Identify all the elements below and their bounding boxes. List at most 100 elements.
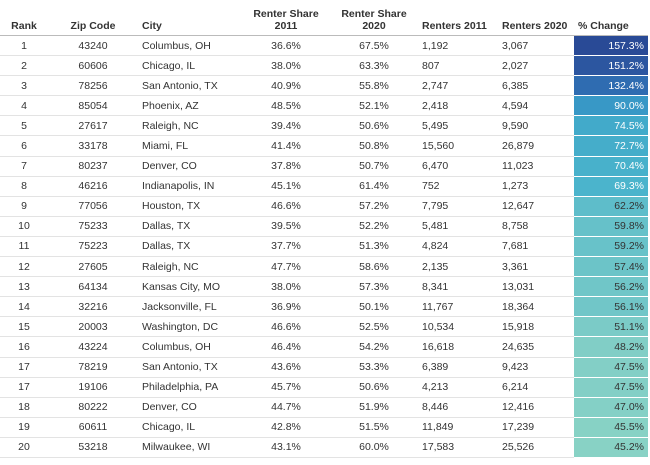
- table-cell: 63.3%: [330, 55, 418, 77]
- table-cell: 7,681: [498, 236, 574, 258]
- table-cell: 25,526: [498, 437, 574, 458]
- table-cell: 48.2%: [574, 336, 648, 358]
- table-cell: 51.1%: [574, 316, 648, 338]
- table-cell: 57.2%: [330, 196, 418, 217]
- table-cell: 15: [0, 316, 48, 338]
- table-cell: 33178: [48, 135, 138, 157]
- table-cell: Dallas, TX: [138, 236, 242, 258]
- table-cell: 27605: [48, 256, 138, 278]
- table-cell: 11,767: [418, 296, 498, 318]
- table-cell: 43224: [48, 336, 138, 358]
- table-cell: Houston, TX: [138, 196, 242, 217]
- table-cell: 58.6%: [330, 256, 418, 278]
- table-cell: 54.2%: [330, 336, 418, 358]
- table-cell: 47.0%: [574, 397, 648, 418]
- table-cell: 1: [0, 35, 48, 57]
- table-cell: 45.5%: [574, 417, 648, 438]
- table-cell: 6,389: [418, 357, 498, 378]
- table-cell: 46216: [48, 176, 138, 197]
- table-cell: 48.5%: [242, 95, 330, 117]
- table-cell: 90.0%: [574, 95, 648, 117]
- table-row: 2 60606 Chicago, IL 38.0% 63.3% 807 2,027 151.2…: [0, 55, 648, 77]
- table-cell: 12,416: [498, 397, 574, 418]
- table-row: 6 33178 Miami, FL 41.4% 50.8% 15,560 26,879 72.…: [0, 135, 648, 157]
- table-cell: 32216: [48, 296, 138, 318]
- table-cell: 50.6%: [330, 377, 418, 398]
- table-row: 7 80237 Denver, CO 37.8% 50.7% 6,470 11,023 70.…: [0, 156, 648, 177]
- table-cell: 27617: [48, 115, 138, 137]
- table-cell: 8: [0, 176, 48, 197]
- table-cell: 1,273: [498, 176, 574, 197]
- table-cell: 44.7%: [242, 397, 330, 418]
- table-cell: 50.8%: [330, 135, 418, 157]
- table-cell: Jacksonville, FL: [138, 296, 242, 318]
- table-cell: Philadelphia, PA: [138, 377, 242, 398]
- table-row: 15 20003 Washington, DC 46.6% 52.5% 10,534 15,…: [0, 316, 648, 338]
- table-cell: 2,418: [418, 95, 498, 117]
- column-header: Renters 2011: [418, 0, 498, 36]
- table-cell: 8,341: [418, 276, 498, 298]
- table-row: 19 60611 Chicago, IL 42.8% 51.5% 11,849 17,239…: [0, 417, 648, 438]
- table-cell: 45.7%: [242, 377, 330, 398]
- table-cell: 60.0%: [330, 437, 418, 458]
- table-cell: 4,824: [418, 236, 498, 258]
- table-cell: 55.8%: [330, 75, 418, 97]
- table-cell: 20: [0, 437, 48, 458]
- table-cell: 10,534: [418, 316, 498, 338]
- table-row: 20 53218 Milwaukee, WI 43.1% 60.0% 17,583 25,5…: [0, 437, 648, 458]
- table-cell: 4: [0, 95, 48, 117]
- column-header: Renter Share 2020: [330, 0, 418, 36]
- table-cell: Miami, FL: [138, 135, 242, 157]
- table-cell: 69.3%: [574, 176, 648, 197]
- table-cell: 5,495: [418, 115, 498, 137]
- table-row: 13 64134 Kansas City, MO 38.0% 57.3% 8,341 13,…: [0, 276, 648, 298]
- table-body: 1 43240 Columbus, OH 36.6% 67.5% 1,192 3,067 15…: [0, 35, 648, 458]
- table-cell: Raleigh, NC: [138, 115, 242, 137]
- table-cell: 18,364: [498, 296, 574, 318]
- table-cell: 64134: [48, 276, 138, 298]
- table-cell: 52.1%: [330, 95, 418, 117]
- table-row: 9 77056 Houston, TX 46.6% 57.2% 7,795 12,647 62…: [0, 196, 648, 217]
- table-cell: 17,583: [418, 437, 498, 458]
- table-cell: 60611: [48, 417, 138, 438]
- table-cell: 16,618: [418, 336, 498, 358]
- table-cell: 4,213: [418, 377, 498, 398]
- table-cell: 5,481: [418, 216, 498, 237]
- table-cell: 17: [0, 377, 48, 398]
- table-cell: Phoenix, AZ: [138, 95, 242, 117]
- column-header: Renter Share 2011: [242, 0, 330, 36]
- table-cell: 47.7%: [242, 256, 330, 278]
- table-cell: Washington, DC: [138, 316, 242, 338]
- table-cell: 78219: [48, 357, 138, 378]
- table-cell: 50.7%: [330, 156, 418, 177]
- table-cell: 6,470: [418, 156, 498, 177]
- table-cell: 807: [418, 55, 498, 77]
- table-cell: 7,795: [418, 196, 498, 217]
- table-cell: 3,361: [498, 256, 574, 278]
- table-cell: 47.5%: [574, 357, 648, 378]
- table-cell: Denver, CO: [138, 397, 242, 418]
- table-cell: 12,647: [498, 196, 574, 217]
- table-cell: 43.6%: [242, 357, 330, 378]
- table-cell: Denver, CO: [138, 156, 242, 177]
- table-row: 17 19106 Philadelphia, PA 45.7% 50.6% 4,213 6,…: [0, 377, 648, 398]
- table-cell: 39.5%: [242, 216, 330, 237]
- table-cell: 43.1%: [242, 437, 330, 458]
- table-cell: 13: [0, 276, 48, 298]
- table-cell: 67.5%: [330, 35, 418, 57]
- table-cell: 9: [0, 196, 48, 217]
- table-cell: San Antonio, TX: [138, 75, 242, 97]
- table-cell: San Antonio, TX: [138, 357, 242, 378]
- table-cell: 39.4%: [242, 115, 330, 137]
- table-cell: 20003: [48, 316, 138, 338]
- table-row: 12 27605 Raleigh, NC 47.7% 58.6% 2,135 3,361 57…: [0, 256, 648, 278]
- table-row: 11 75223 Dallas, TX 37.7% 51.3% 4,824 7,681 59.…: [0, 236, 648, 258]
- table-cell: 37.7%: [242, 236, 330, 258]
- table-row: 3 78256 San Antonio, TX 40.9% 55.8% 2,747 6,38…: [0, 75, 648, 97]
- table-cell: 41.4%: [242, 135, 330, 157]
- table-cell: Columbus, OH: [138, 336, 242, 358]
- table-cell: 2,135: [418, 256, 498, 278]
- table-cell: 15,918: [498, 316, 574, 338]
- table-cell: 51.5%: [330, 417, 418, 438]
